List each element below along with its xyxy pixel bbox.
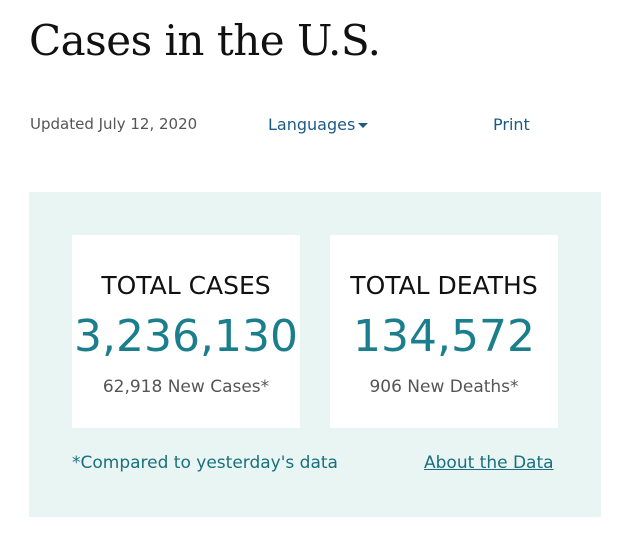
deaths-card: TOTAL DEATHS 134,572 906 New Deaths*: [330, 235, 558, 428]
card-new: 62,918 New Cases*: [102, 377, 270, 397]
about-link[interactable]: About the Data: [424, 453, 554, 473]
card-value: 134,572: [353, 311, 535, 362]
card-new: 906 New Deaths*: [369, 377, 519, 397]
updated-date: Updated July 12, 2020: [30, 115, 198, 133]
card-label: TOTAL DEATHS: [350, 271, 538, 300]
card-value: 3,236,130: [74, 311, 298, 362]
card-label: TOTAL CASES: [101, 271, 271, 300]
footnote: *Compared to yesterday's data: [72, 453, 338, 473]
page-title: Cases in the U.S.: [29, 16, 381, 65]
cases-card: TOTAL CASES 3,236,130 62,918 New Cases*: [72, 235, 300, 428]
languages-menu[interactable]: Languages: [268, 115, 356, 134]
dropdown-caret[interactable]: [358, 123, 368, 128]
print-link[interactable]: Print: [493, 115, 530, 134]
